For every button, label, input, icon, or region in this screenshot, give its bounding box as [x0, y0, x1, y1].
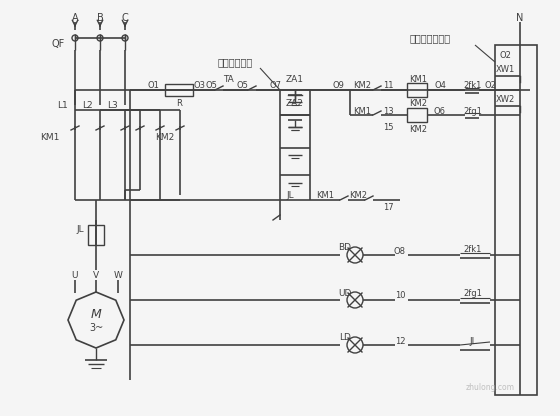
Text: KM1: KM1 — [353, 106, 371, 116]
Text: B: B — [97, 13, 104, 23]
Text: O1: O1 — [147, 82, 159, 91]
Text: 11: 11 — [382, 82, 393, 91]
Text: M: M — [91, 309, 101, 322]
Text: QF: QF — [52, 39, 64, 49]
Text: V: V — [93, 270, 99, 280]
Text: JL: JL — [76, 225, 84, 235]
Text: 电动阀自带设备: 电动阀自带设备 — [409, 33, 451, 43]
Bar — [495, 45, 537, 395]
Text: O2: O2 — [499, 50, 511, 59]
Text: 17: 17 — [382, 203, 393, 213]
Text: 10: 10 — [395, 292, 405, 300]
Text: O2: O2 — [484, 82, 496, 91]
Text: KM2: KM2 — [409, 126, 427, 134]
Text: O3: O3 — [193, 82, 205, 91]
Text: LD: LD — [339, 334, 351, 342]
Text: O9: O9 — [332, 82, 344, 91]
Text: L2: L2 — [82, 101, 92, 109]
Text: O4: O4 — [434, 82, 446, 91]
Text: KM2: KM2 — [353, 82, 371, 91]
Text: 2fg1: 2fg1 — [464, 290, 482, 299]
Text: O5: O5 — [236, 82, 248, 91]
Bar — [165, 84, 193, 96]
Text: N: N — [516, 13, 524, 23]
Text: 15: 15 — [382, 124, 393, 133]
Text: KM2: KM2 — [409, 99, 427, 109]
Text: zhulong.com: zhulong.com — [465, 384, 515, 393]
Text: XW2: XW2 — [496, 96, 515, 104]
Text: 12: 12 — [395, 337, 405, 346]
Text: A: A — [72, 13, 78, 23]
Text: O5: O5 — [205, 82, 217, 91]
Text: TA: TA — [223, 74, 234, 84]
Text: 2fk1: 2fk1 — [464, 245, 482, 253]
Text: C: C — [122, 13, 128, 23]
Text: 2fg1: 2fg1 — [464, 106, 482, 116]
Text: KM2: KM2 — [155, 134, 175, 143]
Text: R: R — [176, 99, 182, 109]
Text: 3~: 3~ — [89, 323, 103, 333]
Text: ZA2: ZA2 — [286, 99, 304, 109]
Text: JL: JL — [469, 337, 477, 346]
Text: XW1: XW1 — [496, 65, 515, 74]
Text: O7: O7 — [269, 82, 281, 91]
Text: KM1: KM1 — [409, 74, 427, 84]
Text: JL: JL — [286, 191, 294, 200]
Text: W: W — [114, 270, 123, 280]
Text: O8: O8 — [394, 247, 406, 255]
Bar — [407, 108, 427, 122]
Text: L3: L3 — [106, 101, 118, 109]
Bar — [407, 83, 427, 97]
Text: KM1: KM1 — [40, 134, 60, 143]
Text: KM1: KM1 — [316, 191, 334, 200]
Text: L1: L1 — [57, 101, 67, 109]
Text: BD: BD — [338, 243, 352, 253]
Text: O6: O6 — [434, 106, 446, 116]
Text: 13: 13 — [382, 106, 393, 116]
Text: U: U — [72, 270, 78, 280]
Text: 去主控室设备: 去主控室设备 — [217, 57, 253, 67]
Bar — [88, 225, 104, 245]
Text: 2fk1: 2fk1 — [464, 82, 482, 91]
Text: UD: UD — [338, 289, 352, 297]
Text: KM2: KM2 — [349, 191, 367, 200]
Text: ZA1: ZA1 — [286, 74, 304, 84]
